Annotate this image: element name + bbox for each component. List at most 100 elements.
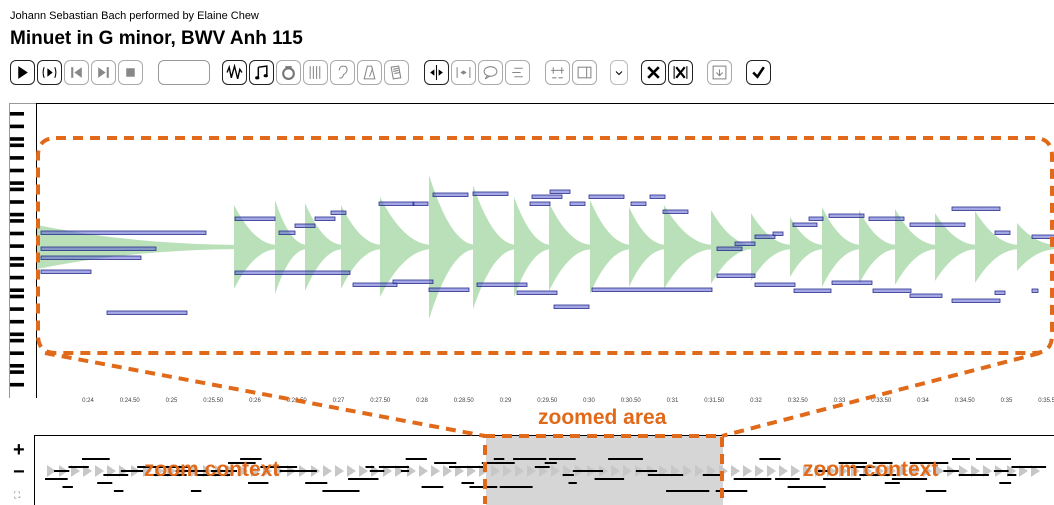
note-bar[interactable] <box>793 288 832 293</box>
note-bar[interactable] <box>476 282 528 287</box>
note-bar[interactable] <box>808 216 824 221</box>
note-bar[interactable] <box>40 246 157 251</box>
metronome-icon <box>363 65 376 80</box>
note-bar[interactable] <box>909 222 966 227</box>
overview-note <box>562 474 574 476</box>
piano-black-key <box>10 168 24 173</box>
play-around-button[interactable] <box>37 60 62 85</box>
note-bar[interactable] <box>432 192 469 197</box>
note-bar[interactable] <box>909 293 943 298</box>
position-input[interactable] <box>158 60 210 85</box>
note-bar[interactable] <box>754 234 776 239</box>
comment-button[interactable] <box>478 60 503 85</box>
note-bar[interactable] <box>630 201 647 206</box>
note-bar[interactable] <box>951 298 1001 303</box>
note-bar[interactable] <box>1031 234 1054 239</box>
note-bar[interactable] <box>591 287 713 292</box>
note-bar[interactable] <box>994 230 1011 235</box>
note-bar[interactable] <box>234 270 351 275</box>
note-bar[interactable] <box>951 206 1001 211</box>
stop-icon <box>126 68 135 77</box>
note-bar[interactable] <box>314 216 336 221</box>
note-bar[interactable] <box>754 282 796 287</box>
note-bar[interactable] <box>330 210 347 215</box>
waveform-segment <box>975 211 1017 283</box>
insert-boundary-button[interactable] <box>424 60 449 85</box>
submit-button[interactable] <box>746 60 771 85</box>
piano-keyboard[interactable] <box>9 103 36 398</box>
delete-button[interactable] <box>641 60 666 85</box>
note-bar[interactable] <box>828 213 865 218</box>
notes-button[interactable] <box>249 60 274 85</box>
note-bar[interactable] <box>40 230 207 235</box>
note-bar[interactable] <box>868 216 905 221</box>
note-bar[interactable] <box>872 288 912 293</box>
note-bar[interactable] <box>412 201 429 206</box>
note-bar[interactable] <box>531 194 563 199</box>
note-bar[interactable] <box>40 255 142 260</box>
overview-waveform-mark <box>743 465 752 477</box>
note-bar[interactable] <box>553 304 590 309</box>
pages-icon <box>390 65 402 80</box>
note-bar[interactable] <box>649 194 666 199</box>
overview-note <box>449 466 484 468</box>
overview-waveform-mark <box>239 465 248 477</box>
zoom-in-button[interactable]: + <box>13 439 25 461</box>
note-bar[interactable] <box>428 287 470 292</box>
note-bar[interactable] <box>549 189 571 194</box>
skip-forward-button[interactable] <box>91 60 116 85</box>
dropdown-button[interactable] <box>610 60 628 85</box>
stop-button[interactable] <box>118 60 143 85</box>
overview-note <box>635 470 658 472</box>
note-bar[interactable] <box>716 246 743 251</box>
overview-note <box>369 470 385 472</box>
time-tick-label: 0:33 <box>833 398 846 404</box>
overview-waveform-mark <box>935 465 944 477</box>
note-bar[interactable] <box>278 230 296 235</box>
metronome-button[interactable] <box>357 60 382 85</box>
delete-bars-button[interactable] <box>668 60 693 85</box>
note-bar[interactable] <box>392 279 434 284</box>
overview-note <box>884 482 900 484</box>
note-bar[interactable] <box>40 269 92 274</box>
note-bar[interactable] <box>569 201 586 206</box>
note-bar[interactable] <box>831 280 873 285</box>
note-bar[interactable] <box>994 290 1006 295</box>
zoom-context-label-left: zoom context <box>144 458 280 481</box>
skip-back-button[interactable] <box>64 60 89 85</box>
note-bar[interactable] <box>588 194 625 199</box>
note-bar[interactable] <box>662 209 689 214</box>
note-bar[interactable] <box>378 201 415 206</box>
pianoroll-view <box>9 103 1054 398</box>
sustain-button[interactable] <box>276 60 301 85</box>
note-bar[interactable] <box>772 231 784 236</box>
note-bar[interactable] <box>472 191 509 196</box>
score-button[interactable] <box>384 60 409 85</box>
tempo-button[interactable] <box>545 60 570 85</box>
layout-button[interactable] <box>572 60 597 85</box>
align-button[interactable] <box>505 60 530 85</box>
save-button[interactable] <box>707 60 732 85</box>
note-bar[interactable] <box>352 282 398 287</box>
play-button[interactable] <box>10 60 35 85</box>
note-bar[interactable] <box>792 222 818 227</box>
note-bar[interactable] <box>529 201 551 206</box>
note-bar[interactable] <box>516 290 558 295</box>
note-bar[interactable] <box>106 310 188 315</box>
beats-button[interactable] <box>303 60 328 85</box>
waveform-note-plot[interactable] <box>36 103 1054 398</box>
overview-waveform-mark <box>443 465 452 477</box>
waveform-button[interactable] <box>222 60 247 85</box>
waveform-segment <box>473 185 514 309</box>
boundary-button[interactable] <box>451 60 476 85</box>
overview-note <box>523 458 547 460</box>
piano-black-key <box>10 212 24 217</box>
note-bar[interactable] <box>234 216 276 221</box>
zoom-out-button[interactable]: − <box>13 461 25 483</box>
expand-icon[interactable]: ⛶ <box>14 490 21 500</box>
note-bar[interactable] <box>716 273 756 278</box>
note-bar[interactable] <box>734 241 756 246</box>
note-bar[interactable] <box>294 223 316 228</box>
note-bar[interactable] <box>1031 288 1039 293</box>
ear-button[interactable] <box>330 60 355 85</box>
